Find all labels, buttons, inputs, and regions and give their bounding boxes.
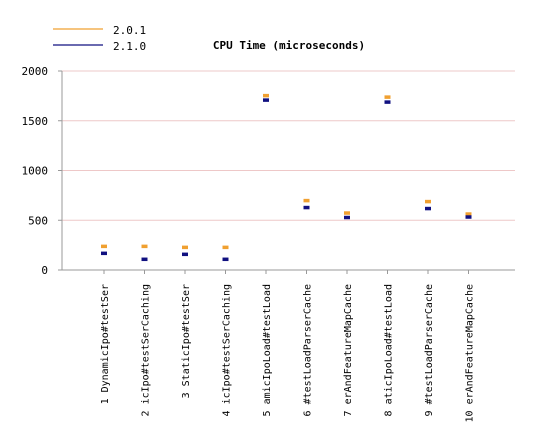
- data-point-2-1-0: [344, 215, 350, 220]
- y-tick-label: 1500: [22, 115, 49, 128]
- y-tick-label: 2000: [22, 65, 49, 78]
- data-point-2-0-1: [344, 211, 350, 215]
- data-point-2-1-0: [101, 251, 107, 256]
- legend: 2.0.1 2.1.0: [53, 24, 146, 53]
- data-point-2-1-0: [465, 215, 472, 219]
- x-tick-label: 2 icIpo#testSerCaching: [141, 284, 152, 416]
- x-tick-label: 10 erAndFeatureMapCache: [465, 284, 476, 422]
- x-tick-label: 5 amicIpoLoad#testLoad: [262, 284, 273, 416]
- grid: [62, 70, 515, 271]
- data-point-2-0-1: [465, 212, 472, 216]
- chart-title: CPU Time (microseconds): [213, 39, 365, 52]
- data-point-2-0-1: [263, 93, 269, 98]
- x-tick-label: 3 StaticIpo#testSer: [181, 284, 192, 398]
- data-point-2-1-0: [141, 257, 148, 262]
- legend-label: 2.1.0: [113, 40, 146, 53]
- x-tick-label: 6 #testLoadParserCache: [303, 284, 314, 416]
- data-point-2-0-1: [384, 95, 391, 99]
- data-point-2-0-1: [425, 199, 431, 204]
- data-point-2-0-1: [182, 245, 188, 250]
- data-marks: [101, 93, 472, 262]
- x-axis: 1 DynamicIpo#testSer 2 icIpo#testSerCachi…: [62, 269, 515, 422]
- x-tick-label: 8 aticIpoLoad#testLoad: [384, 284, 395, 416]
- data-point-2-1-0: [182, 252, 188, 257]
- x-tick-label: 1 DynamicIpo#testSer: [100, 284, 111, 404]
- x-tick-label: 9 #testLoadParserCache: [424, 284, 435, 416]
- data-point-2-1-0: [222, 257, 229, 262]
- data-point-2-1-0: [263, 98, 269, 102]
- data-point-2-1-0: [303, 205, 310, 210]
- y-axis: 0 500 1000 1500 2000: [22, 65, 63, 277]
- data-point-2-1-0: [384, 100, 391, 104]
- data-point-2-0-1: [101, 244, 107, 249]
- data-point-2-0-1: [222, 245, 229, 250]
- data-point-2-0-1: [141, 244, 148, 249]
- legend-label: 2.0.1: [113, 24, 146, 37]
- y-tick-label: 1000: [22, 165, 49, 178]
- y-tick-label: 0: [41, 264, 48, 277]
- y-tick-label: 500: [28, 214, 48, 227]
- x-tick-label: 4 icIpo#testSerCaching: [222, 284, 233, 416]
- data-point-2-1-0: [425, 206, 431, 211]
- data-point-2-0-1: [303, 198, 310, 203]
- x-tick-label: 7 erAndFeatureMapCache: [343, 284, 354, 416]
